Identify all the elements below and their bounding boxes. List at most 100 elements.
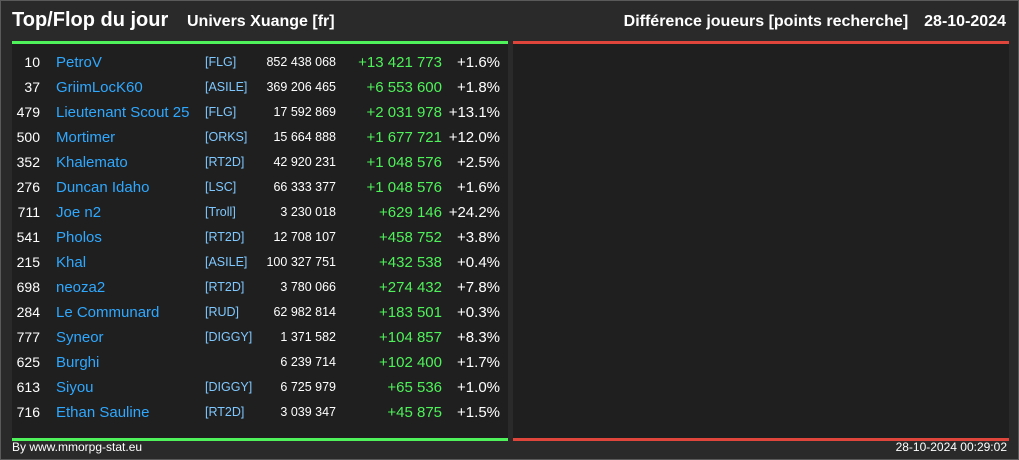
points-difference: +65 536 <box>387 379 442 396</box>
player-name-link[interactable]: Joe n2 <box>56 204 102 221</box>
table-row: 777 Syneor [DIGGY] 1 371 582 +104 857 +8.3% <box>12 325 508 350</box>
player-points: 66 333 377 <box>273 180 336 194</box>
percent-change: +13.1% <box>448 104 500 121</box>
points-difference: +13 421 773 <box>358 54 442 71</box>
table-row: 541 Pholos [RT2D] 12 708 107 +458 752 +3.8% <box>12 225 508 250</box>
alliance-tag: [RT2D] <box>205 280 245 294</box>
table-row: 276 Duncan Idaho [LSC] 66 333 377 +1 048 576… <box>12 175 508 200</box>
table-row: 284 Le Communard [RUD] 62 982 814 +183 501 +0… <box>12 300 508 325</box>
percent-change: +1.7% <box>457 354 500 371</box>
alliance-tag: [RT2D] <box>205 155 245 169</box>
percent-change: +1.6% <box>457 179 500 196</box>
top-list: 10 PetroV [FLG] 852 438 068 +13 421 773 +1.6%… <box>12 50 508 425</box>
player-rank: 284 <box>16 304 40 320</box>
player-points: 100 327 751 <box>266 255 336 269</box>
percent-change: +1.8% <box>457 79 500 96</box>
player-rank: 698 <box>16 279 40 295</box>
player-points: 3 039 347 <box>280 405 336 419</box>
alliance-tag: [ASILE] <box>205 255 248 269</box>
points-difference: +432 538 <box>379 254 442 271</box>
player-rank: 10 <box>24 54 40 70</box>
date-label: 28-10-2024 <box>924 13 1006 30</box>
table-row: 352 Khalemato [RT2D] 42 920 231 +1 048 576 +2… <box>12 150 508 175</box>
points-difference: +104 857 <box>379 329 442 346</box>
player-rank: 37 <box>24 79 40 95</box>
player-name-link[interactable]: Syneor <box>56 329 104 346</box>
points-difference: +1 048 576 <box>366 179 443 196</box>
footer-timestamp: 28-10-2024 00:29:02 <box>895 440 1007 454</box>
table-row: 625 Burghi 6 239 714 +102 400 +1.7% <box>12 350 508 375</box>
player-name-link[interactable]: Mortimer <box>56 129 116 146</box>
alliance-tag: [Troll] <box>205 205 236 219</box>
page-title: Top/Flop du jour <box>12 9 169 31</box>
alliance-tag: [DIGGY] <box>205 330 253 344</box>
player-points: 1 371 582 <box>280 330 336 344</box>
player-points: 852 438 068 <box>266 55 336 69</box>
player-name-link[interactable]: Lieutenant Scout 25 <box>56 104 190 121</box>
player-points: 42 920 231 <box>273 155 336 169</box>
percent-change: +2.5% <box>457 154 500 171</box>
player-name-link[interactable]: Burghi <box>56 354 100 371</box>
percent-change: +1.6% <box>457 54 500 71</box>
player-rank: 215 <box>16 254 40 270</box>
player-name-link[interactable]: Duncan Idaho <box>56 179 150 196</box>
alliance-tag: [ASILE] <box>205 80 248 94</box>
percent-change: +24.2% <box>448 204 500 221</box>
player-rank: 777 <box>16 329 40 345</box>
alliance-tag: [RT2D] <box>205 230 245 244</box>
player-name-link[interactable]: Pholos <box>56 229 102 246</box>
points-difference: +6 553 600 <box>366 79 443 96</box>
player-rank: 479 <box>16 104 40 120</box>
player-name-link[interactable]: Siyou <box>56 379 94 396</box>
percent-change: +7.8% <box>457 279 500 296</box>
table-row: 500 Mortimer [ORKS] 15 664 888 +1 677 721 +12… <box>12 125 508 150</box>
percent-change: +3.8% <box>457 229 500 246</box>
player-name-link[interactable]: Khalemato <box>56 154 128 171</box>
points-difference: +274 432 <box>379 279 442 296</box>
points-difference: +458 752 <box>379 229 442 246</box>
table-row: 698 neoza2 [RT2D] 3 780 066 +274 432 +7.8% <box>12 275 508 300</box>
alliance-tag: [RUD] <box>205 305 240 319</box>
points-difference: +1 677 721 <box>366 129 443 146</box>
alliance-tag: [FLG] <box>205 55 237 69</box>
percent-change: +0.4% <box>457 254 500 271</box>
table-row: 37 GriimLocK60 [ASILE] 369 206 465 +6 553 60… <box>12 75 508 100</box>
universe-label: Univers Xuange [fr] <box>187 13 335 30</box>
player-points: 17 592 869 <box>273 105 336 119</box>
player-name-link[interactable]: Le Communard <box>56 304 160 321</box>
player-rank: 625 <box>16 354 40 370</box>
alliance-tag: [RT2D] <box>205 405 245 419</box>
percent-change: +8.3% <box>457 329 500 346</box>
credit-link[interactable]: By www.mmorpg-stat.eu <box>12 440 143 454</box>
player-rank: 613 <box>16 379 40 395</box>
percent-change: +0.3% <box>457 304 500 321</box>
player-rank: 541 <box>16 229 40 245</box>
player-rank: 716 <box>16 404 40 420</box>
player-points: 3 780 066 <box>280 280 336 294</box>
points-difference: +629 146 <box>379 204 442 221</box>
metric-label: Différence joueurs [points recherche] <box>623 13 909 30</box>
player-name-link[interactable]: GriimLocK60 <box>56 79 143 96</box>
table-row: 479 Lieutenant Scout 25 [FLG] 17 592 869 +2 … <box>12 100 508 125</box>
player-name-link[interactable]: Ethan Sauline <box>56 404 150 421</box>
table-row: 10 PetroV [FLG] 852 438 068 +13 421 773 +1.6% <box>12 50 508 75</box>
player-rank: 276 <box>16 179 40 195</box>
player-points: 6 239 714 <box>280 355 336 369</box>
percent-change: +1.0% <box>457 379 500 396</box>
player-points: 12 708 107 <box>273 230 336 244</box>
points-difference: +102 400 <box>379 354 442 371</box>
top-panel: 10 PetroV [FLG] 852 438 068 +13 421 773 +1.6%… <box>12 41 508 441</box>
percent-change: +1.5% <box>457 404 500 421</box>
player-rank: 711 <box>17 204 40 220</box>
table-row: 215 Khal [ASILE] 100 327 751 +432 538 +0.4% <box>12 250 508 275</box>
points-difference: +2 031 978 <box>366 104 443 121</box>
player-name-link[interactable]: neoza2 <box>56 279 106 296</box>
header-right: Différence joueurs [points recherche] 28… <box>624 13 1006 31</box>
player-name-link[interactable]: PetroV <box>56 54 102 71</box>
player-points: 6 725 979 <box>280 380 336 394</box>
table-row: 613 Siyou [DIGGY] 6 725 979 +65 536 +1.0% <box>12 375 508 400</box>
alliance-tag: [LSC] <box>205 180 237 194</box>
player-name-link[interactable]: Khal <box>56 254 87 271</box>
alliance-tag: [FLG] <box>205 105 237 119</box>
